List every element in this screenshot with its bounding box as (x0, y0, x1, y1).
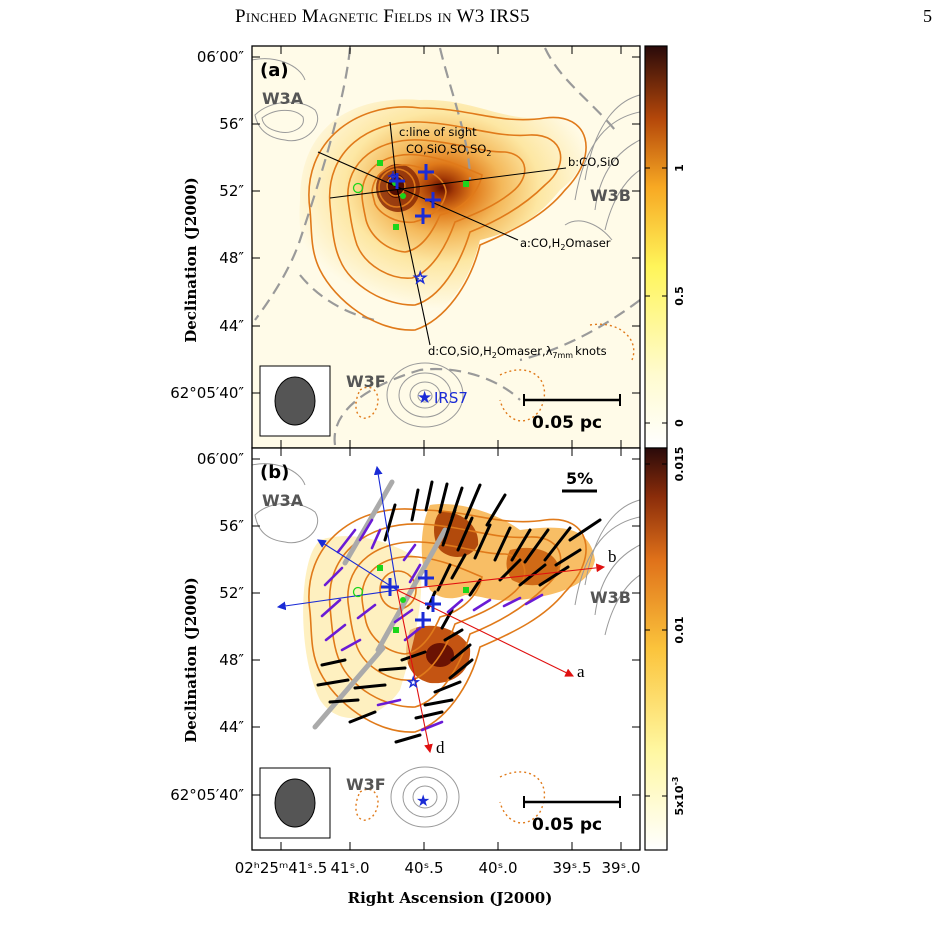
outflow-a-label: a:CO,H2Omaser (520, 236, 611, 252)
arrow-labels: a b d (436, 547, 617, 757)
ytick-b-48: 48″ (219, 651, 244, 669)
cbar-a-tick-05: 0.5 (673, 286, 686, 306)
cbar-a-tick-0: 0 (673, 419, 686, 427)
w3a-gray-contours (252, 58, 319, 142)
ytick-a-52: 52″ (219, 182, 244, 200)
panel-b-label: (b) (260, 462, 289, 483)
outflow-arrows-blue (276, 465, 398, 611)
negative-contours (355, 323, 635, 422)
arrow-label-d: d (436, 738, 445, 757)
panel-a-label: (a) (260, 60, 289, 81)
page-number: 5 (923, 6, 932, 26)
x-tick-labels: 02ʰ25ᵐ41ˢ.5 41ˢ.0 40ˢ.5 40ˢ.0 39ˢ.5 39ˢ.… (235, 859, 641, 877)
outflow-arrow-b-blue (276, 589, 398, 611)
ytick-a-56: 56″ (219, 115, 244, 133)
green-markers-b (352, 565, 469, 633)
outflow-d-label: d:CO,SiO,H2Omaser,λ7mm knots (428, 344, 607, 360)
ytick-b-0600: 06′00″ (197, 450, 245, 468)
running-title: Pinched Magnetic Fields in W3 IRS5 (235, 6, 530, 27)
region-w3b-b: W3B (590, 588, 631, 607)
colorbar-b: 0.015 0.01 5x10-3 (644, 447, 686, 851)
star-marker-hollow: ☆ (413, 268, 427, 287)
cbar-a-tick-1: 1 (673, 164, 686, 172)
ytick-b-44: 44″ (219, 718, 244, 736)
y-tick-labels-a: 06′00″ 56″ 52″ 48″ 44″ 62°05′40″ (170, 48, 244, 402)
irs7-marker: ★ IRS7 (417, 388, 468, 408)
pol-scale: 5% (562, 469, 597, 493)
scale-bar-b: 0.05 pc (523, 796, 621, 835)
ytick-a-48: 48″ (219, 249, 244, 267)
panel-b: a b d ☆ ★ W3A W3B W3F (251, 447, 641, 851)
star-marker-hollow-b: ☆ (407, 675, 420, 691)
outflow-arrow-d-blue (373, 465, 398, 591)
xtick-3950: 39ˢ.5 (553, 859, 592, 877)
xtick-4000: 40ˢ.0 (479, 859, 518, 877)
region-w3a: W3A (262, 89, 304, 108)
ytick-b-0540: 62°05′40″ (170, 786, 244, 804)
outflow-b-label: b:CO,SiO (568, 155, 619, 169)
region-w3f-b: W3F (346, 775, 386, 794)
cbar-b-tick-001: 0.01 (673, 616, 686, 643)
page-header: Pinched Magnetic Fields in W3 IRS5 5 (0, 6, 938, 32)
w3b-gray-contours (564, 94, 640, 241)
orange-contours (308, 106, 587, 331)
region-w3f: W3F (346, 372, 386, 391)
outflow-arrow-a-blue (317, 539, 398, 591)
irs7-star-icon: ★ (417, 388, 432, 408)
pi-map-west (303, 536, 422, 719)
ytick-b-56: 56″ (219, 517, 244, 535)
outflow-b-line (329, 167, 567, 199)
outflow-c-label: c:line of sight (399, 125, 477, 139)
ytick-b-52: 52″ (219, 584, 244, 602)
gray-contours-b (252, 463, 640, 828)
panel-b-frame (251, 447, 641, 851)
beam-ellipse (274, 376, 316, 426)
ytick-a-0540: 62°05′40″ (170, 384, 244, 402)
scale-bar-a-label: 0.05 pc (532, 413, 602, 433)
y-axis-title-a: Declination (J2000) (182, 177, 200, 343)
xtick-4150: 02ʰ25ᵐ41ˢ.5 (235, 859, 328, 877)
irs7-label: IRS7 (434, 389, 468, 407)
outflow-labels: c:line of sight CO,SiO,SO,SO2 b:CO,SiO a… (399, 125, 619, 360)
outflow-arrow-b (396, 563, 606, 591)
scale-bar-b-label: 0.05 pc (532, 815, 602, 835)
xtick-4050: 40ˢ.5 (405, 859, 444, 877)
blue-crosses-b (381, 570, 441, 628)
irs7-star-icon-b: ★ (416, 791, 430, 810)
scale-bar-a: 0.05 pc (523, 394, 621, 433)
x-axis-title: Right Ascension (J2000) (348, 889, 553, 907)
pinch-axis (312, 479, 448, 730)
ytick-a-0600: 06′00″ (197, 48, 245, 66)
y-axis-title-b: Declination (J2000) (182, 577, 200, 743)
y-tick-labels-b: 06′00″ 56″ 52″ 48″ 44″ 62°05′40″ (170, 450, 244, 804)
b-field-vectors-black (316, 480, 602, 744)
dashed-boundaries (254, 47, 640, 446)
cbar-b-tick-5e-3: 5x10-3 (671, 777, 686, 816)
region-w3a-b: W3A (262, 491, 304, 510)
w3f-gray-contours (386, 362, 464, 428)
orange-contours-b (308, 508, 587, 733)
negative-contours-b (355, 771, 546, 824)
arrow-label-a: a (577, 662, 585, 681)
outflow-d-line (396, 187, 431, 346)
panel-a: ☆ ★ IRS7 c:line of sight CO,SiO,SO,SO2 b… (251, 45, 641, 449)
ytick-a-44: 44″ (219, 317, 244, 335)
xtick-4100: 41ˢ.0 (331, 859, 370, 877)
outflow-arrow-d (396, 589, 433, 754)
cbar-b-tick-0015: 0.015 (673, 447, 686, 482)
blue-small-marks (388, 171, 398, 181)
axis-ticks (252, 46, 640, 850)
b-field-vectors-purple (320, 518, 544, 732)
arrow-label-b: b (608, 547, 617, 566)
region-w3b: W3B (590, 186, 631, 205)
beam-ellipse-b (274, 778, 316, 828)
outflow-c-molecules: CO,SiO,SO,SO2 (406, 142, 491, 158)
xtick-3900: 39ˢ.0 (602, 859, 641, 877)
pol-scale-label: 5% (566, 469, 593, 488)
outflow-a-line (317, 151, 519, 241)
colorbar-a: 1 0.5 0 (644, 45, 686, 449)
